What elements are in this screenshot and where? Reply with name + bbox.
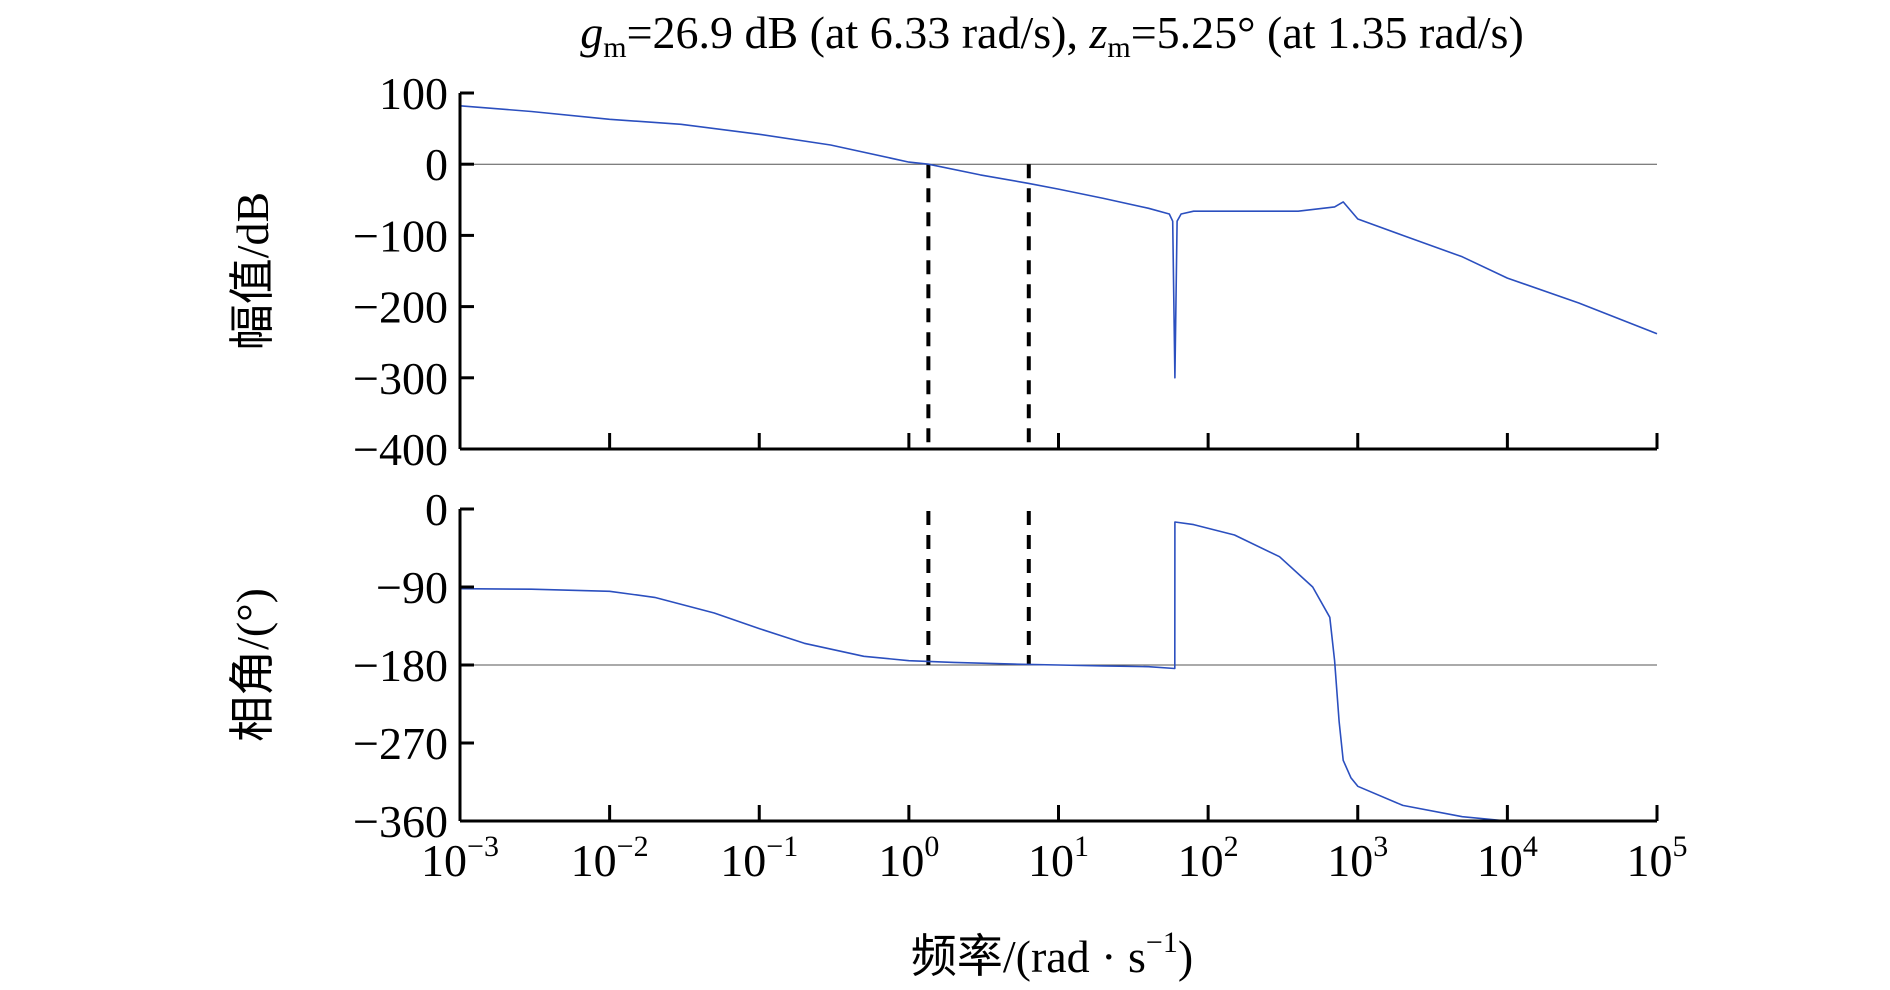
x-axis-label-text: 频率/(rad · s bbox=[911, 931, 1146, 982]
x-tick-label: 101 bbox=[1028, 830, 1089, 886]
x-tick-labels: 10−3 10−2 10−1 100 101 102 103 104 105 bbox=[421, 830, 1687, 886]
x-axis-label-close: ) bbox=[1178, 931, 1193, 982]
magnitude-y-axis-label: 幅值/dB bbox=[227, 192, 278, 350]
phase-y-tick-label: −360 bbox=[353, 796, 448, 847]
magnitude-y-tick-label: −400 bbox=[353, 424, 448, 475]
x-axis-label-sup: −1 bbox=[1146, 926, 1178, 959]
magnitude-y-tick-label: 100 bbox=[379, 68, 448, 119]
title-gm-text: =26.9 dB (at 6.33 rad/s), bbox=[627, 7, 1090, 58]
x-tick-label: 10−3 bbox=[421, 830, 499, 886]
x-tick-label: 105 bbox=[1627, 830, 1688, 886]
x-tick-label: 102 bbox=[1178, 830, 1239, 886]
title-zm-text: =5.25° (at 1.35 rad/s) bbox=[1131, 7, 1524, 58]
phase-series-line bbox=[459, 521, 1508, 822]
title-zm-symbol: z bbox=[1088, 7, 1107, 58]
title-gm-subscript: m bbox=[603, 31, 626, 64]
phase-panel: 0 −90 −180 −270 −360 相角/(°) bbox=[227, 484, 1659, 847]
x-tick-label: 10−2 bbox=[571, 830, 649, 886]
x-tick-label: 103 bbox=[1327, 830, 1388, 886]
title-gm-symbol: g bbox=[580, 7, 603, 58]
phase-y-axis-label: 相角/(°) bbox=[227, 588, 278, 742]
x-tick-label: 104 bbox=[1477, 830, 1538, 886]
phase-y-tick-label: −90 bbox=[376, 562, 448, 613]
magnitude-y-tick-label: −300 bbox=[353, 353, 448, 404]
magnitude-panel: 100 0 −100 −200 −300 −400 幅值/dB bbox=[227, 68, 1659, 475]
x-axis-label: 频率/(rad · s−1) bbox=[911, 926, 1193, 982]
x-tick-label: 100 bbox=[878, 830, 939, 886]
phase-y-tick-label: 0 bbox=[425, 484, 448, 535]
magnitude-y-tick-label: −200 bbox=[353, 282, 448, 333]
title-zm-subscript: m bbox=[1107, 31, 1130, 64]
phase-y-tick-label: −180 bbox=[353, 640, 448, 691]
magnitude-y-tick-label: −100 bbox=[353, 210, 448, 261]
magnitude-y-tick-label: 0 bbox=[425, 139, 448, 190]
phase-y-tick-label: −270 bbox=[353, 718, 448, 769]
magnitude-series-line bbox=[459, 105, 1658, 379]
chart-title: gm=26.9 dB (at 6.33 rad/s), zm=5.25° (at… bbox=[580, 7, 1524, 64]
x-tick-label: 10−1 bbox=[720, 830, 798, 886]
